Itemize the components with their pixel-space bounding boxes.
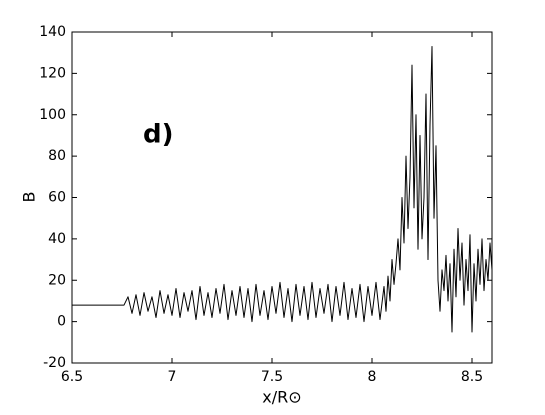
y-tick-label: -20 [43, 355, 66, 371]
y-tick-label: 20 [48, 272, 66, 288]
y-tick-label: 80 [48, 148, 66, 164]
y-axis-label: B [20, 192, 39, 203]
x-axis-label: x/R⊙ [262, 388, 301, 407]
y-tick-label: 140 [39, 24, 66, 40]
y-tick-label: 120 [39, 65, 66, 81]
y-tick-label: 40 [48, 231, 66, 247]
x-tick-label: 6.5 [61, 369, 83, 385]
x-tick-label: 8.5 [461, 369, 483, 385]
x-tick-label: 7.5 [261, 369, 283, 385]
x-tick-label: 7 [168, 369, 177, 385]
y-tick-label: 60 [48, 190, 66, 206]
y-tick-label: 100 [39, 107, 66, 123]
annotation: d) [143, 120, 174, 150]
data-line [72, 45, 493, 333]
y-tick-label: 0 [57, 314, 66, 330]
x-tick-label: 8 [368, 369, 377, 385]
